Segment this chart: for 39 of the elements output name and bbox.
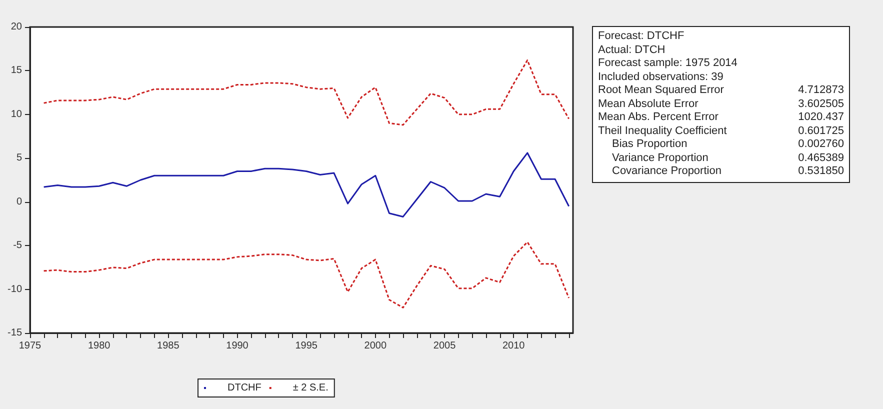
- text: Bias Proportion: [611, 138, 688, 152]
- y-tick-label: -15: [8, 328, 22, 338]
- line-series: [43, 59, 570, 126]
- y-tick-label: 15: [10, 65, 22, 76]
- text: Actual: DTCH: [598, 44, 666, 57]
- y-tick-label: 10: [10, 108, 22, 120]
- text: Included observations: 39: [598, 70, 724, 84]
- text: 0.465389: [798, 152, 844, 165]
- text: 0.002760: [798, 138, 844, 152]
- text: 3.602505: [798, 98, 844, 111]
- x-tick-label: 1980: [88, 340, 111, 352]
- text: Mean Abs. Percent Error: [598, 111, 718, 124]
- text: Covariance Proportion: [611, 165, 722, 178]
- y-tick-label: 20: [10, 22, 22, 32]
- text: Mean Absolute Error: [598, 98, 698, 111]
- legend-label: DTCHF: [228, 382, 262, 394]
- y-tick-label: 0: [16, 196, 22, 208]
- y-tick-label: 5: [16, 152, 22, 164]
- text: 1020.437: [798, 111, 844, 124]
- x-tick-label: 1990: [226, 340, 249, 352]
- line-series: [43, 152, 570, 218]
- line-series: [43, 241, 570, 308]
- text: Theil Inequality Coefficient: [598, 124, 727, 138]
- x-tick-label: 1995: [295, 340, 318, 352]
- legend-label: ± 2 S.E.: [292, 382, 328, 394]
- x-tick-label: 2010: [502, 340, 526, 352]
- text: Forecast: DTCHF: [598, 30, 686, 44]
- y-tick-label: -5: [13, 240, 22, 252]
- y-tick-label: -10: [8, 284, 22, 295]
- text: Variance Proportion: [611, 152, 708, 165]
- x-tick-label: 2000: [364, 340, 387, 352]
- text: Forecast sample: 1975 2014: [598, 57, 738, 70]
- text: 0.601725: [798, 124, 844, 138]
- text: Root Mean Squared Error: [598, 84, 724, 98]
- text: 4.712873: [798, 84, 844, 98]
- x-tick-label: 2005: [433, 340, 456, 352]
- text: 0.531850: [798, 165, 844, 178]
- x-tick-label: 1985: [157, 340, 180, 352]
- x-tick-label: 1975: [18, 340, 42, 352]
